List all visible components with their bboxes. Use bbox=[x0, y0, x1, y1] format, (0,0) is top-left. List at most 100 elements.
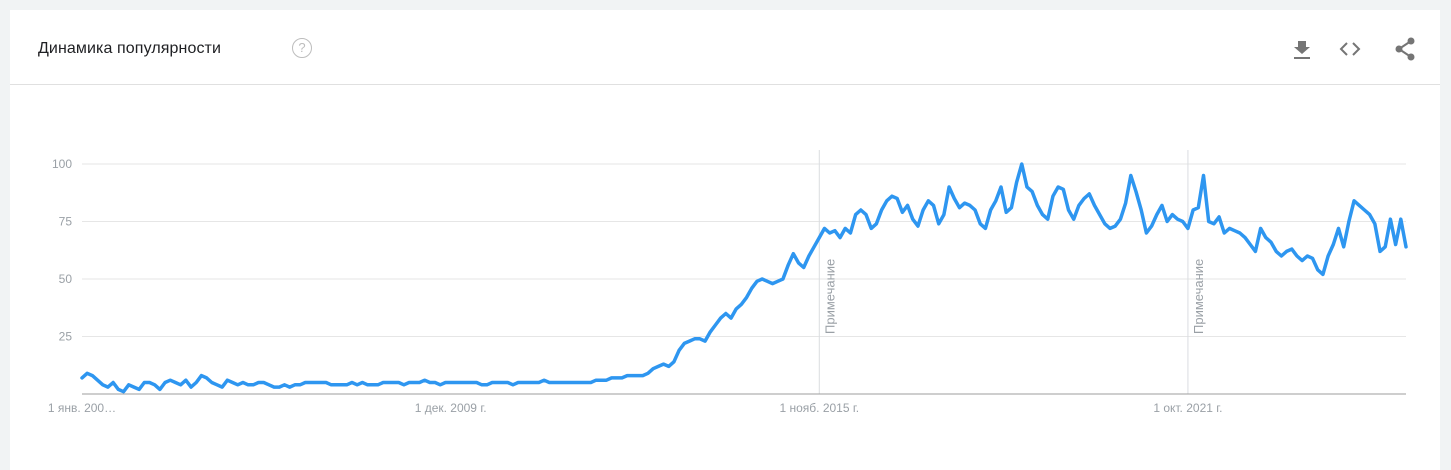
help-icon[interactable]: ? bbox=[292, 38, 312, 58]
data-point[interactable] bbox=[1113, 224, 1117, 228]
data-point[interactable] bbox=[1056, 185, 1060, 189]
data-point[interactable] bbox=[828, 231, 832, 235]
data-point[interactable] bbox=[921, 208, 925, 212]
data-point[interactable] bbox=[656, 364, 660, 368]
data-point[interactable] bbox=[843, 226, 847, 230]
data-point[interactable] bbox=[80, 376, 84, 380]
data-point[interactable] bbox=[885, 199, 889, 203]
data-point[interactable] bbox=[1118, 217, 1122, 221]
data-point[interactable] bbox=[85, 371, 89, 375]
data-point[interactable] bbox=[1061, 187, 1065, 191]
data-point[interactable] bbox=[1067, 208, 1071, 212]
data-point[interactable] bbox=[713, 323, 717, 327]
data-point[interactable] bbox=[158, 387, 162, 391]
annotation-label[interactable]: Примечание bbox=[822, 259, 837, 334]
data-point[interactable] bbox=[926, 199, 930, 203]
data-point[interactable] bbox=[1362, 208, 1366, 212]
data-point[interactable] bbox=[480, 383, 484, 387]
data-point[interactable] bbox=[366, 383, 370, 387]
data-point[interactable] bbox=[433, 381, 437, 385]
data-point[interactable] bbox=[324, 381, 328, 385]
data-point[interactable] bbox=[1139, 208, 1143, 212]
data-point[interactable] bbox=[199, 374, 203, 378]
data-point[interactable] bbox=[267, 383, 271, 387]
data-point[interactable] bbox=[1222, 231, 1226, 235]
data-point[interactable] bbox=[272, 385, 276, 389]
data-point[interactable] bbox=[1264, 236, 1268, 240]
data-point[interactable] bbox=[1321, 272, 1325, 276]
data-point[interactable] bbox=[282, 383, 286, 387]
data-point[interactable] bbox=[1378, 249, 1382, 253]
data-point[interactable] bbox=[1004, 210, 1008, 214]
data-point[interactable] bbox=[667, 364, 671, 368]
data-point[interactable] bbox=[822, 226, 826, 230]
data-point[interactable] bbox=[1243, 236, 1247, 240]
data-point[interactable] bbox=[1217, 215, 1221, 219]
data-point[interactable] bbox=[1129, 174, 1133, 178]
data-point[interactable] bbox=[558, 381, 562, 385]
data-point[interactable] bbox=[1176, 217, 1180, 221]
data-point[interactable] bbox=[1253, 249, 1257, 253]
data-point[interactable] bbox=[1305, 254, 1309, 258]
data-point[interactable] bbox=[1342, 245, 1346, 249]
data-point[interactable] bbox=[371, 383, 375, 387]
data-point[interactable] bbox=[765, 279, 769, 283]
data-point[interactable] bbox=[797, 261, 801, 265]
data-point[interactable] bbox=[527, 381, 531, 385]
data-point[interactable] bbox=[1046, 217, 1050, 221]
data-point[interactable] bbox=[1331, 243, 1335, 247]
data-point[interactable] bbox=[376, 383, 380, 387]
data-point[interactable] bbox=[236, 383, 240, 387]
data-point[interactable] bbox=[1160, 203, 1164, 207]
data-point[interactable] bbox=[314, 381, 318, 385]
data-point[interactable] bbox=[1238, 231, 1242, 235]
data-point[interactable] bbox=[516, 381, 520, 385]
data-point[interactable] bbox=[874, 222, 878, 226]
data-point[interactable] bbox=[1279, 254, 1283, 258]
data-point[interactable] bbox=[781, 277, 785, 281]
data-point[interactable] bbox=[864, 213, 868, 217]
data-point[interactable] bbox=[521, 381, 525, 385]
data-point[interactable] bbox=[771, 282, 775, 286]
data-point[interactable] bbox=[490, 381, 494, 385]
data-point[interactable] bbox=[1155, 213, 1159, 217]
data-point[interactable] bbox=[225, 378, 229, 382]
data-point[interactable] bbox=[1269, 240, 1273, 244]
data-point[interactable] bbox=[173, 381, 177, 385]
data-point[interactable] bbox=[1259, 226, 1263, 230]
data-point[interactable] bbox=[947, 185, 951, 189]
data-point[interactable] bbox=[994, 199, 998, 203]
data-point[interactable] bbox=[241, 381, 245, 385]
data-point[interactable] bbox=[698, 337, 702, 341]
data-point[interactable] bbox=[1186, 226, 1190, 230]
data-point[interactable] bbox=[464, 381, 468, 385]
data-point[interactable] bbox=[402, 383, 406, 387]
data-point[interactable] bbox=[833, 229, 837, 233]
data-point[interactable] bbox=[334, 383, 338, 387]
data-point[interactable] bbox=[719, 316, 723, 320]
data-point[interactable] bbox=[1098, 213, 1102, 217]
data-point[interactable] bbox=[116, 387, 120, 391]
data-point[interactable] bbox=[963, 201, 967, 205]
data-point[interactable] bbox=[360, 381, 364, 385]
data-point[interactable] bbox=[1134, 190, 1138, 194]
data-point[interactable] bbox=[662, 362, 666, 366]
data-point[interactable] bbox=[1150, 224, 1154, 228]
data-point[interactable] bbox=[589, 381, 593, 385]
data-point[interactable] bbox=[760, 277, 764, 281]
data-point[interactable] bbox=[869, 226, 873, 230]
data-point[interactable] bbox=[111, 381, 115, 385]
data-point[interactable] bbox=[1368, 213, 1372, 217]
data-point[interactable] bbox=[542, 378, 546, 382]
data-point[interactable] bbox=[392, 381, 396, 385]
data-point[interactable] bbox=[957, 206, 961, 210]
data-point[interactable] bbox=[1274, 249, 1278, 253]
data-point[interactable] bbox=[423, 378, 427, 382]
data-point[interactable] bbox=[552, 381, 556, 385]
data-point[interactable] bbox=[1285, 249, 1289, 253]
data-point[interactable] bbox=[812, 245, 816, 249]
data-point[interactable] bbox=[132, 385, 136, 389]
data-point[interactable] bbox=[417, 381, 421, 385]
data-point[interactable] bbox=[101, 383, 105, 387]
data-point[interactable] bbox=[1404, 245, 1408, 249]
